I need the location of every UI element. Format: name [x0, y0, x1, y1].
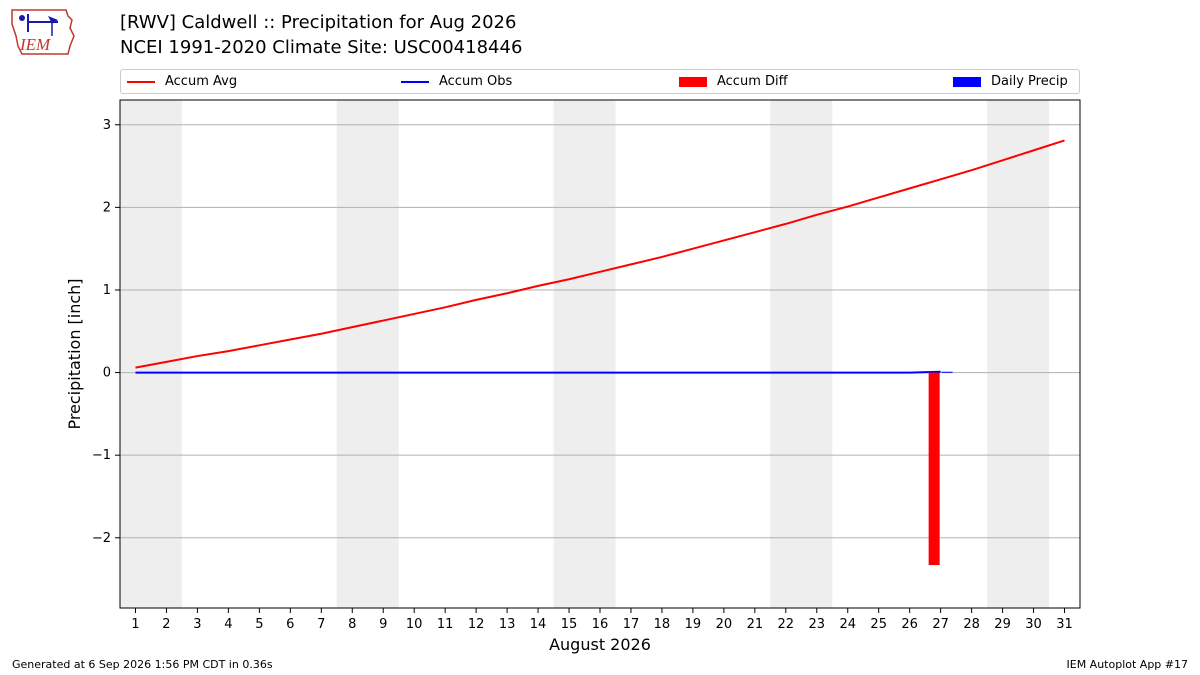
- x-tick-label: 31: [1056, 617, 1073, 632]
- series-line-accum-obs: [135, 370, 941, 374]
- y-tick-label: 3: [103, 118, 111, 133]
- x-tick-label: 30: [1025, 617, 1042, 632]
- logo-text: IEM: [19, 35, 51, 54]
- x-tick-label: 11: [437, 617, 454, 632]
- legend-swatch-accum-avg: [127, 80, 155, 83]
- x-tick-label: 3: [193, 617, 201, 632]
- x-tick-label: 2: [162, 617, 170, 632]
- weekend-shade-4: [770, 100, 833, 608]
- bar-accum-diff: [928, 372, 940, 566]
- legend-item-accum-diff: Accum Diff: [679, 73, 788, 91]
- weekend-shade-1: [120, 100, 182, 608]
- x-tick-label: 27: [932, 617, 949, 632]
- chart-subtitle: NCEI 1991-2020 Climate Site: USC00418446: [120, 37, 523, 58]
- y-tick-label: 1: [103, 283, 111, 298]
- legend-item-accum-obs: Accum Obs: [401, 73, 512, 91]
- x-tick-label: 19: [685, 617, 702, 632]
- bar-daily-precip: [941, 371, 953, 373]
- x-axis-label: August 2026: [549, 635, 651, 654]
- weekend-shade-5: [987, 100, 1050, 608]
- x-tick-label: 9: [379, 617, 387, 632]
- x-tick-label: 7: [317, 617, 325, 632]
- x-tick-label: 5: [255, 617, 263, 632]
- legend-label-accum-avg: Accum Avg: [165, 74, 238, 89]
- x-tick-label: 17: [623, 617, 640, 632]
- x-tick-label: 12: [468, 617, 485, 632]
- x-tick-label: 10: [406, 617, 423, 632]
- legend-item-daily-precip: Daily Precip: [953, 73, 1068, 91]
- legend-swatch-accum-obs: [401, 80, 429, 83]
- legend: Accum Avg Accum Obs Accum Diff Daily Pre…: [120, 69, 1080, 94]
- legend-label-daily-precip: Daily Precip: [991, 74, 1068, 89]
- weekend-shade-3: [553, 100, 616, 608]
- legend-label-accum-obs: Accum Obs: [439, 74, 513, 89]
- legend-item-accum-avg: Accum Avg: [127, 73, 237, 91]
- x-tick-label: 26: [901, 617, 918, 632]
- autoplot-app-label: IEM Autoplot App #17: [1066, 658, 1189, 671]
- x-tick-label: 25: [870, 617, 887, 632]
- x-tick-label: 16: [592, 617, 609, 632]
- x-tick-label: 6: [286, 617, 294, 632]
- x-tick-label: 1: [131, 617, 139, 632]
- y-tick-label: 0: [103, 366, 111, 381]
- x-tick-label: 23: [809, 617, 826, 632]
- x-tick-label: 29: [994, 617, 1011, 632]
- weekend-shade-2: [336, 100, 399, 608]
- x-tick-label: 14: [530, 617, 547, 632]
- x-tick-label: 8: [348, 617, 356, 632]
- legend-swatch-accum-diff: [679, 76, 707, 87]
- y-tick-label: 2: [103, 200, 111, 215]
- x-tick-label: 24: [839, 617, 856, 632]
- x-tick-label: 13: [499, 617, 516, 632]
- chart-title: [RWV] Caldwell :: Precipitation for Aug …: [120, 12, 517, 33]
- legend-label-accum-diff: Accum Diff: [717, 74, 788, 89]
- x-tick-label: 18: [654, 617, 671, 632]
- x-tick-label: 4: [224, 617, 232, 632]
- x-tick-label: 20: [716, 617, 733, 632]
- plot-frame: [119, 99, 1081, 609]
- x-tick-label: 15: [561, 617, 578, 632]
- y-axis-label: Precipitation [inch]: [65, 278, 84, 429]
- x-tick-label: 22: [778, 617, 795, 632]
- legend-swatch-daily-precip: [953, 76, 981, 87]
- series-line-accum-avg: [135, 139, 1065, 369]
- y-tick-label: −1: [92, 448, 111, 463]
- iem-logo: IEM: [11, 9, 75, 55]
- x-tick-label: 28: [963, 617, 980, 632]
- generated-timestamp: Generated at 6 Sep 2026 1:56 PM CDT in 0…: [12, 658, 273, 671]
- y-tick-label: −2: [92, 531, 111, 546]
- x-tick-label: 21: [747, 617, 764, 632]
